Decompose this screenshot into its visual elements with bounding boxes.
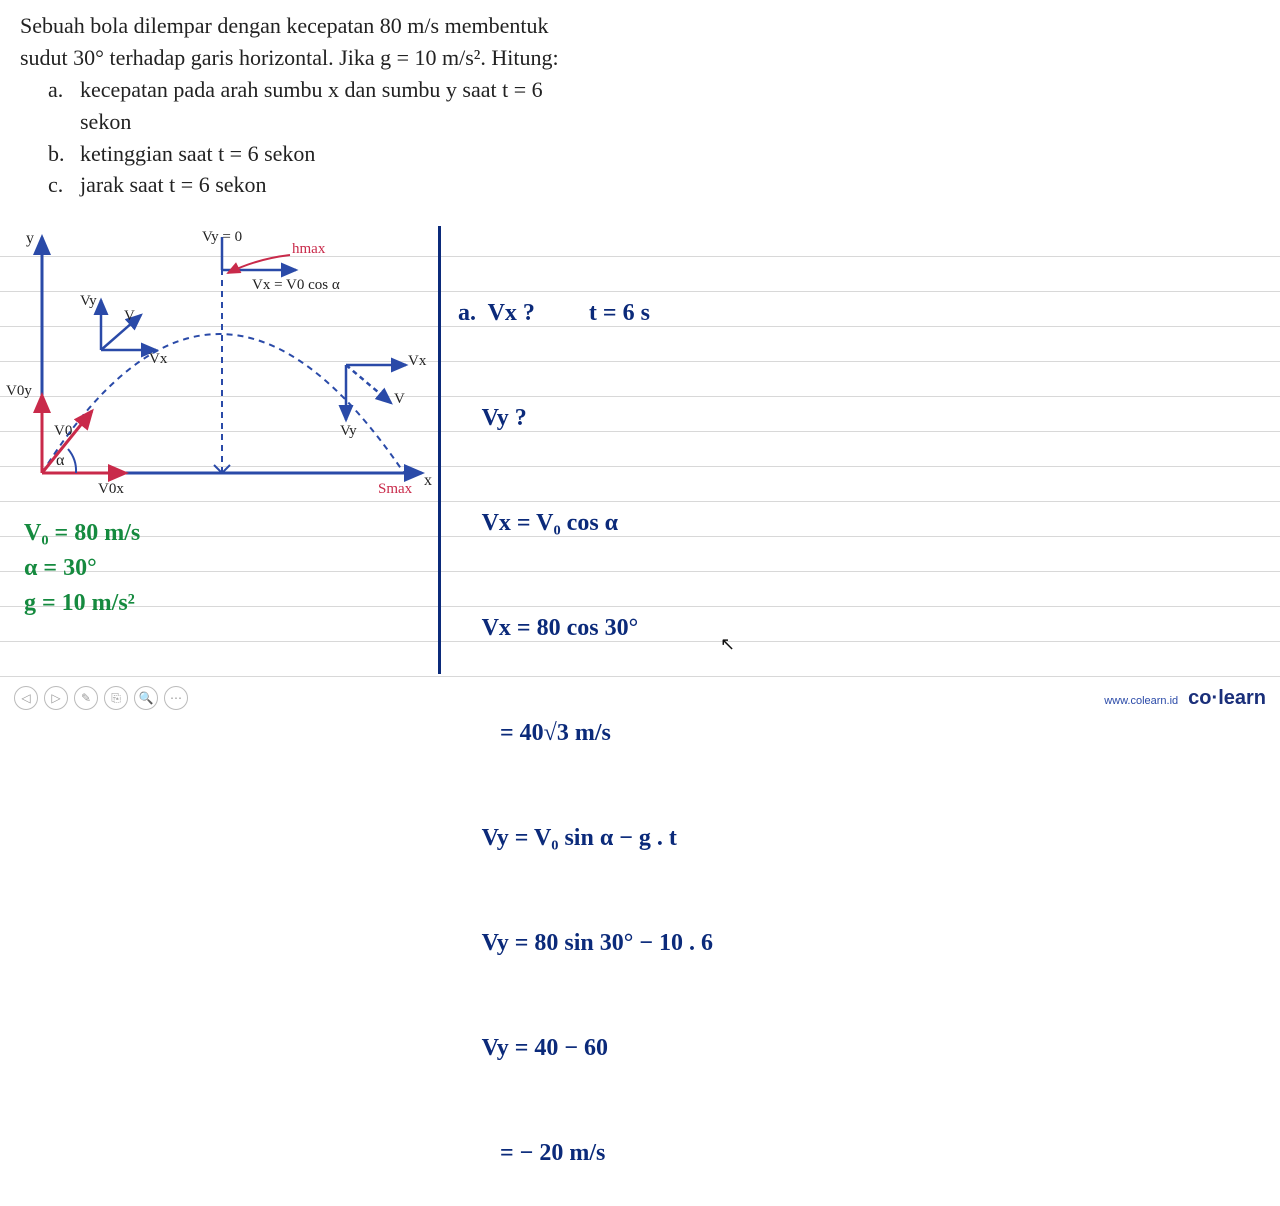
svg-text:Vx: Vx [408, 353, 427, 369]
svg-text:Vy: Vy [80, 293, 97, 309]
svg-text:Vy: Vy [340, 423, 357, 439]
hmax-label: hmax [292, 241, 326, 257]
alpha-label: α [56, 452, 65, 469]
problem-list: a. kecepatan pada arah sumbu x dan sumbu… [20, 74, 700, 202]
list-item: a. kecepatan pada arah sumbu x dan sumbu… [48, 74, 700, 138]
given-line: V₀ = 80 m/s [24, 516, 140, 551]
work-line: = − 20 m/s [458, 1136, 713, 1171]
prev-button[interactable]: ◁ [14, 686, 38, 710]
v0-label: V0 [54, 423, 72, 439]
copy-button[interactable]: ⎘ [104, 686, 128, 710]
item-marker: a. [48, 74, 70, 138]
player-controls: ◁ ▷ ✎ ⎘ 🔍 ⋯ [14, 686, 188, 710]
vy0-label: Vy = 0 [202, 229, 242, 245]
v0y-label: V0y [6, 383, 32, 399]
svg-text:V: V [394, 391, 405, 407]
work-line: Vx = 80 cos 30° [458, 611, 713, 646]
edit-button[interactable]: ✎ [74, 686, 98, 710]
problem-line1: Sebuah bola dilempar dengan kecepatan 80… [20, 10, 700, 42]
brand-area: www.colearn.id co·learn [1104, 687, 1266, 710]
item-marker: c. [48, 169, 70, 201]
given-values: V₀ = 80 m/s α = 30° g = 10 m/s² [24, 516, 140, 621]
given-line: g = 10 m/s² [24, 586, 140, 621]
item-text: jarak saat t = 6 sekon [80, 169, 267, 201]
projectile-diagram: y x α V0 V0y V0x Vx Vy V Vy = 0 Vx = V0 … [6, 225, 436, 505]
work-line: Vy = 80 sin 30° − 10 . 6 [458, 926, 713, 961]
zoom-button[interactable]: 🔍 [134, 686, 158, 710]
svg-text:Vx: Vx [149, 351, 168, 367]
work-line: Vy ? [458, 401, 713, 436]
cursor-icon: ↖ [720, 634, 735, 655]
footer-bar: ◁ ▷ ✎ ⎘ 🔍 ⋯ www.colearn.id co·learn [0, 682, 1280, 714]
y-axis-label: y [26, 230, 34, 247]
item-text: ketinggian saat t = 6 sekon [80, 138, 315, 170]
brand-logo: co·learn [1188, 687, 1266, 710]
solution-work: a. Vx ? t = 6 s Vy ? Vx = V₀ cos α Vx = … [458, 226, 713, 1206]
item-text2: sekon [80, 109, 131, 134]
next-button[interactable]: ▷ [44, 686, 68, 710]
work-line: Vx = V₀ cos α [458, 506, 713, 541]
vx-formula-label: Vx = V0 cos α [252, 277, 340, 293]
list-item: b. ketinggian saat t = 6 sekon [48, 138, 700, 170]
work-line: Vy = 40 − 60 [458, 1031, 713, 1066]
svg-text:V: V [124, 308, 135, 324]
given-line: α = 30° [24, 551, 140, 586]
site-url: www.colearn.id [1104, 695, 1178, 707]
work-line: a. Vx ? t = 6 s [458, 296, 713, 331]
x-axis-label: x [424, 472, 432, 489]
problem-line2: sudut 30° terhadap garis horizontal. Jik… [20, 42, 700, 74]
work-line: Vy = V₀ sin α − g . t [458, 821, 713, 856]
list-item: c. jarak saat t = 6 sekon [48, 169, 700, 201]
vertical-divider [438, 226, 441, 674]
item-marker: b. [48, 138, 70, 170]
item-text: kecepatan pada arah sumbu x dan sumbu y … [80, 77, 543, 102]
problem-statement: Sebuah bola dilempar dengan kecepatan 80… [0, 0, 720, 207]
v0x-label: V0x [98, 481, 124, 497]
more-button[interactable]: ⋯ [164, 686, 188, 710]
work-line: = 40√3 m/s [458, 716, 713, 751]
smax-label: Smax [378, 481, 413, 497]
